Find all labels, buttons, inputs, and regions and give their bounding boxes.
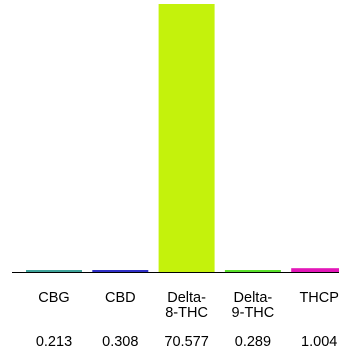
value-label-2: 70.577 — [164, 334, 208, 350]
category-label-0: CBG — [38, 290, 69, 306]
category-label-2: Delta-8-THC — [165, 290, 208, 321]
value-label-1: 0.308 — [102, 334, 138, 350]
bar-4 — [291, 268, 339, 272]
category-label-3: Delta-9-THC — [232, 290, 275, 321]
value-label-0: 0.213 — [36, 334, 72, 350]
bar-0 — [26, 270, 82, 272]
bar-3 — [224, 270, 281, 272]
category-label-1: CBD — [105, 290, 136, 306]
bar-1 — [92, 270, 149, 272]
category-label-4: THCP — [299, 290, 338, 306]
value-label-3: 0.289 — [235, 334, 271, 350]
bar-2 — [158, 4, 215, 272]
value-label-4: 1.004 — [301, 334, 337, 350]
